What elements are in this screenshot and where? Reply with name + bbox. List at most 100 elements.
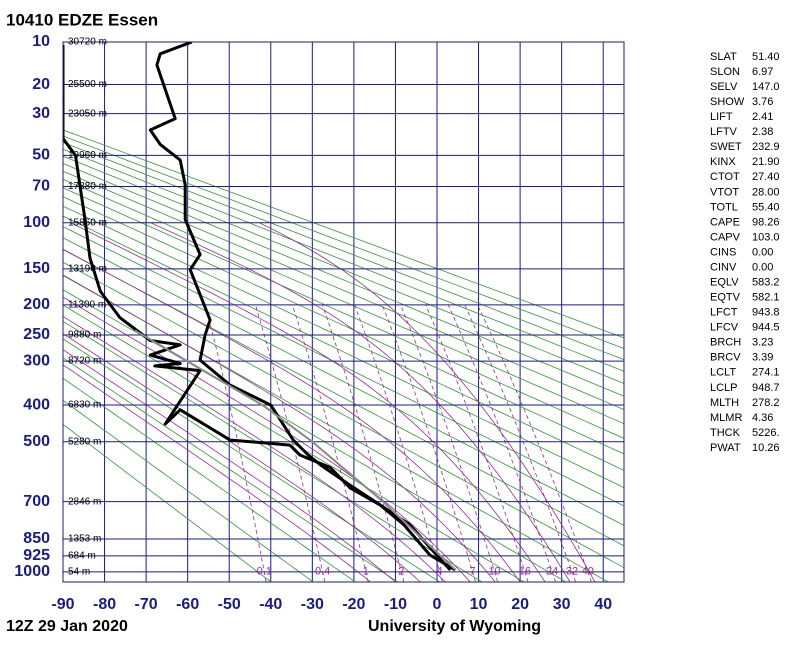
index-value: 4.36 xyxy=(752,412,773,424)
y-tick-label: 250 xyxy=(23,326,50,343)
height-label: 25500 m xyxy=(68,79,107,90)
profile-line xyxy=(148,42,457,572)
x-tick-label: 0 xyxy=(433,596,442,613)
index-value: 6.97 xyxy=(752,66,773,78)
mixing-ratio-label: 32 xyxy=(566,566,578,578)
index-name: EQTV xyxy=(710,292,741,304)
height-label: 2846 m xyxy=(68,496,101,507)
moist-adiabat xyxy=(259,222,596,582)
moist-adiabat xyxy=(63,315,446,582)
index-name: KINX xyxy=(710,156,736,168)
index-value: 55.40 xyxy=(752,201,780,213)
mixing-ratio-label: 40 xyxy=(582,566,594,578)
mixing-ratio-line xyxy=(322,304,405,582)
index-value: 98.26 xyxy=(752,216,780,228)
index-name: CAPV xyxy=(710,231,741,243)
moist-adiabat xyxy=(70,222,546,582)
dry-adiabat xyxy=(63,261,624,569)
index-value: 3.76 xyxy=(752,96,773,108)
y-tick-label: 100 xyxy=(23,214,50,231)
x-tick-label: -60 xyxy=(176,596,199,613)
index-value: 21.90 xyxy=(752,156,780,168)
index-value: 583.2 xyxy=(752,277,780,289)
mixing-ratio-line xyxy=(464,304,576,582)
index-name: LFCV xyxy=(710,322,739,334)
x-tick-label: -70 xyxy=(135,596,158,613)
index-value: 0.00 xyxy=(752,261,773,273)
index-name: MLTH xyxy=(710,397,739,409)
height-label: 1353 m xyxy=(68,534,101,545)
y-tick-label: 300 xyxy=(23,352,50,369)
index-value: 582.1 xyxy=(752,292,780,304)
x-tick-label: 40 xyxy=(594,596,612,613)
moist-adiabat xyxy=(63,333,421,582)
height-label: 23050 m xyxy=(68,108,107,119)
height-label: 5280 m xyxy=(68,436,101,447)
index-name: MLMR xyxy=(710,412,742,424)
dry-adiabat xyxy=(63,187,624,439)
index-value: 3.23 xyxy=(752,337,773,349)
dry-adiabat xyxy=(63,148,624,372)
index-value: 147.0 xyxy=(752,81,780,93)
plot-data xyxy=(63,42,457,572)
y-tick-label: 1000 xyxy=(14,563,50,580)
height-label: 13190 m xyxy=(68,263,107,274)
dry-adiabat xyxy=(63,135,624,349)
dry-adiabat xyxy=(63,178,624,425)
index-value: 0.00 xyxy=(752,246,773,258)
x-tick-label: 20 xyxy=(511,596,529,613)
height-label: 8720 m xyxy=(68,356,101,367)
mixing-ratio-line xyxy=(292,304,369,582)
mixing-ratio-label: 16 xyxy=(519,566,531,578)
mixing-ratio-line xyxy=(447,304,556,582)
dry-adiabat xyxy=(63,304,525,582)
x-tick-label: -30 xyxy=(301,596,324,613)
y-tick-label: 20 xyxy=(32,76,50,93)
plot-frame xyxy=(62,41,625,583)
height-label: 684 m xyxy=(68,551,96,562)
index-name: CINV xyxy=(710,261,737,273)
mixing-ratio-label: 10 xyxy=(488,566,500,578)
dry-adiabat xyxy=(63,196,624,455)
height-label: 17880 m xyxy=(68,181,107,192)
index-value: 943.8 xyxy=(752,307,780,319)
height-label: 30720 m xyxy=(68,37,107,48)
x-tick-label: 10 xyxy=(470,596,488,613)
x-tick-label: -90 xyxy=(51,596,74,613)
index-value: 944.5 xyxy=(752,322,780,334)
date-label: 12Z 29 Jan 2020 xyxy=(6,618,128,635)
mixing-ratio-label: 24 xyxy=(546,566,558,578)
height-label: 19960 m xyxy=(68,150,107,161)
y-tick-label: 700 xyxy=(23,493,50,510)
index-name: LFTV xyxy=(710,126,738,138)
index-value: 232.9 xyxy=(752,141,780,153)
moist-adiabat xyxy=(63,364,371,582)
mixing-ratio-line xyxy=(425,304,529,582)
index-name: CAPE xyxy=(710,216,740,228)
x-tick-label: -40 xyxy=(259,596,282,613)
index-value: 2.38 xyxy=(752,126,773,138)
index-name: LCLP xyxy=(710,382,738,394)
index-value: 27.40 xyxy=(752,171,780,183)
y-tick-label: 70 xyxy=(32,178,50,195)
y-tick-label: 850 xyxy=(23,530,50,547)
index-name: SLON xyxy=(710,66,740,78)
dry-adiabat xyxy=(63,142,624,361)
y-tick-label: 150 xyxy=(23,260,50,277)
mixing-ratio-label: 0.1 xyxy=(257,566,272,578)
x-tick-label: -50 xyxy=(218,596,241,613)
dry-adiabat xyxy=(63,338,440,582)
mixing-ratio-label: 7 xyxy=(469,566,475,578)
dry-adiabat xyxy=(63,289,567,582)
index-value: 278.2 xyxy=(752,397,780,409)
index-value: 10.26 xyxy=(752,442,780,454)
index-name: CTOT xyxy=(710,171,740,183)
dry-adiabat xyxy=(63,377,356,582)
index-value: 28.00 xyxy=(752,186,780,198)
height-label: 6830 m xyxy=(68,400,101,411)
mixing-ratio-line xyxy=(400,304,499,582)
moist-adiabat xyxy=(63,349,396,582)
y-tick-label: 400 xyxy=(23,396,50,413)
